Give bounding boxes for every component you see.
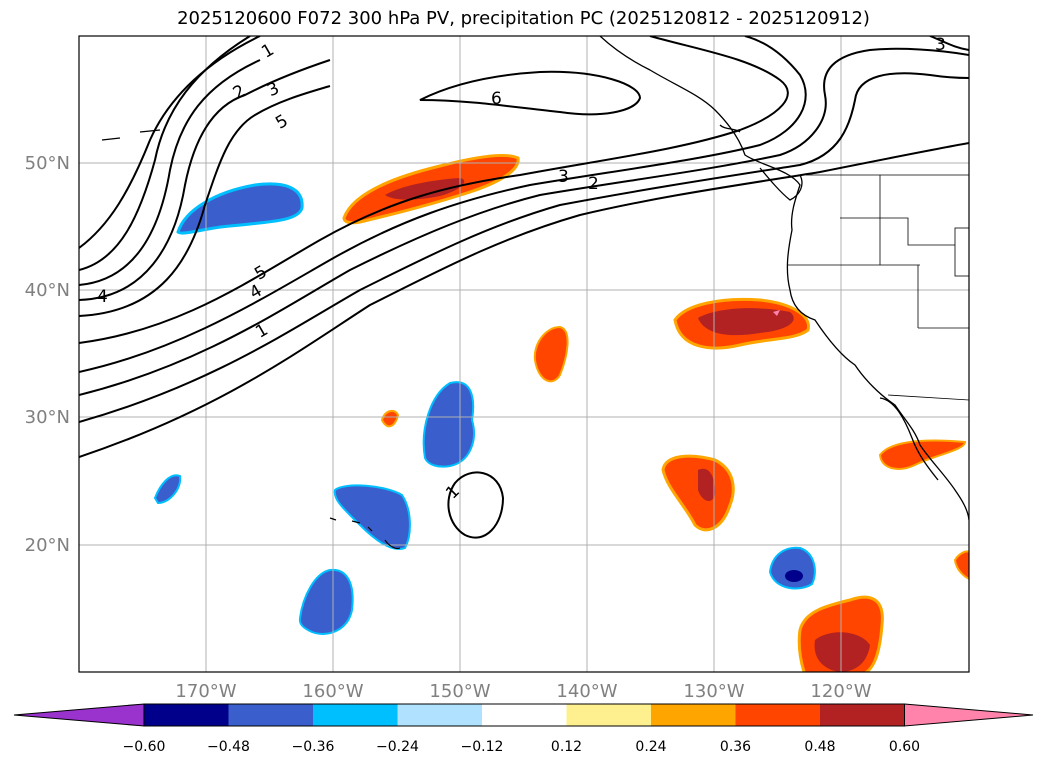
- map-plot-area: 1 2 3 5 6 3 2 5 4 4 1 1 3: [79, 35, 969, 672]
- contour-label: 5: [272, 111, 291, 134]
- plot-frame: [78, 35, 970, 673]
- lon-label: 130°W: [683, 681, 744, 702]
- colorbar-tick: −0.12: [461, 739, 504, 755]
- colorbar-bin: [820, 704, 905, 726]
- contour-label: 4: [97, 287, 108, 307]
- pv-contour-line: [79, 47, 969, 396]
- pv-contour-line: [79, 36, 789, 344]
- contour-label: 3: [264, 78, 282, 101]
- pos-anomaly-peak: [773, 310, 780, 316]
- pv-contour-line: [79, 36, 807, 373]
- colorbar-tick: 0.12: [551, 739, 582, 755]
- colorbar-bin: [482, 704, 567, 726]
- pv-contours: [79, 36, 969, 539]
- map-title: 2025120600 F072 300 hPa PV, precipitatio…: [177, 8, 870, 29]
- lon-label: 160°W: [302, 681, 363, 702]
- neg-anomaly-area: [153, 474, 182, 505]
- pos-anomaly-area: [380, 409, 400, 428]
- pv-contour-line: [79, 36, 261, 249]
- lat-label: 50°N: [25, 153, 70, 174]
- colorbar-tick: 0.24: [635, 739, 666, 755]
- colorbar-tick: −0.60: [123, 739, 166, 755]
- colorbar-bin: [651, 704, 736, 726]
- pos-anomaly-area: [953, 550, 969, 580]
- neg-anomaly-area: [298, 568, 354, 635]
- colorbar-bin: [228, 704, 313, 726]
- longitude-labels: 170°W 160°W 150°W 140°W 130°W 120°W: [175, 681, 871, 702]
- neg-anomaly-area: [768, 546, 816, 590]
- colorbar-tick: 0.60: [889, 739, 920, 755]
- colorbar-extend-low: [13, 703, 145, 727]
- lat-label: 30°N: [25, 407, 70, 428]
- pos-anomaly-core: [698, 468, 716, 502]
- latitude-labels: 50°N 40°N 30°N 20°N: [25, 153, 70, 556]
- contour-label: 1: [442, 482, 464, 504]
- colorbar-bin: [144, 704, 229, 726]
- colorbar-tick: 0.36: [720, 739, 751, 755]
- contour-label: 3: [935, 35, 946, 55]
- lon-label: 150°W: [429, 681, 490, 702]
- colorbar: −0.60 −0.48 −0.36 −0.24 −0.12 0.12 0.24 …: [13, 703, 1034, 755]
- political-borders: [788, 174, 969, 401]
- colorbar-bin: [397, 704, 482, 726]
- contour-label: 3: [558, 167, 569, 187]
- colorbar-tick: −0.48: [207, 739, 250, 755]
- lon-label: 170°W: [175, 681, 236, 702]
- neg-anomaly-core: [785, 570, 803, 582]
- pos-anomaly-area: [878, 439, 967, 470]
- neg-anomaly-area: [176, 182, 304, 235]
- pos-anomaly-core: [698, 308, 794, 336]
- pv-contour-line: [79, 36, 251, 271]
- colorbar-frame: [143, 703, 905, 727]
- colorbar-extend-high: [904, 703, 1034, 727]
- colorbar-bin: [735, 704, 820, 726]
- contour-label: 1: [252, 320, 271, 343]
- pv-contour-line: [419, 70, 642, 116]
- contour-label: 1: [258, 40, 277, 63]
- islands: [101, 129, 401, 550]
- coastlines: [599, 36, 969, 521]
- lon-label: 120°W: [810, 681, 871, 702]
- pos-anomaly-core: [385, 178, 465, 200]
- lon-label: 140°W: [556, 681, 617, 702]
- pv-contour-line: [929, 36, 969, 51]
- colorbar-tick: 0.48: [804, 739, 835, 755]
- colorbar-tick: −0.24: [376, 739, 419, 755]
- lat-label: 20°N: [25, 535, 70, 556]
- pv-contour-line: [79, 142, 969, 458]
- pv-contour-line: [79, 59, 331, 301]
- lat-label: 40°N: [25, 280, 70, 301]
- neg-anomaly-area: [422, 381, 475, 468]
- pos-anomaly-core: [814, 632, 870, 672]
- pv-contour-line: [79, 72, 969, 423]
- contour-label: 2: [588, 174, 599, 194]
- pv-contour-line: [447, 471, 505, 539]
- graticule: [79, 36, 969, 672]
- pv-contour-line: [79, 59, 261, 286]
- pv-contour-line: [79, 85, 331, 317]
- pos-anomaly-area: [661, 454, 735, 532]
- pos-anomaly-area: [533, 325, 569, 383]
- precip-anomaly-shading: [153, 153, 969, 672]
- colorbar-bin: [313, 704, 398, 726]
- neg-anomaly-area: [333, 484, 411, 551]
- colorbar-tick: −0.36: [292, 739, 335, 755]
- contour-label: 4: [246, 281, 265, 304]
- colorbar-bin: [566, 704, 651, 726]
- contour-label: 6: [491, 89, 502, 109]
